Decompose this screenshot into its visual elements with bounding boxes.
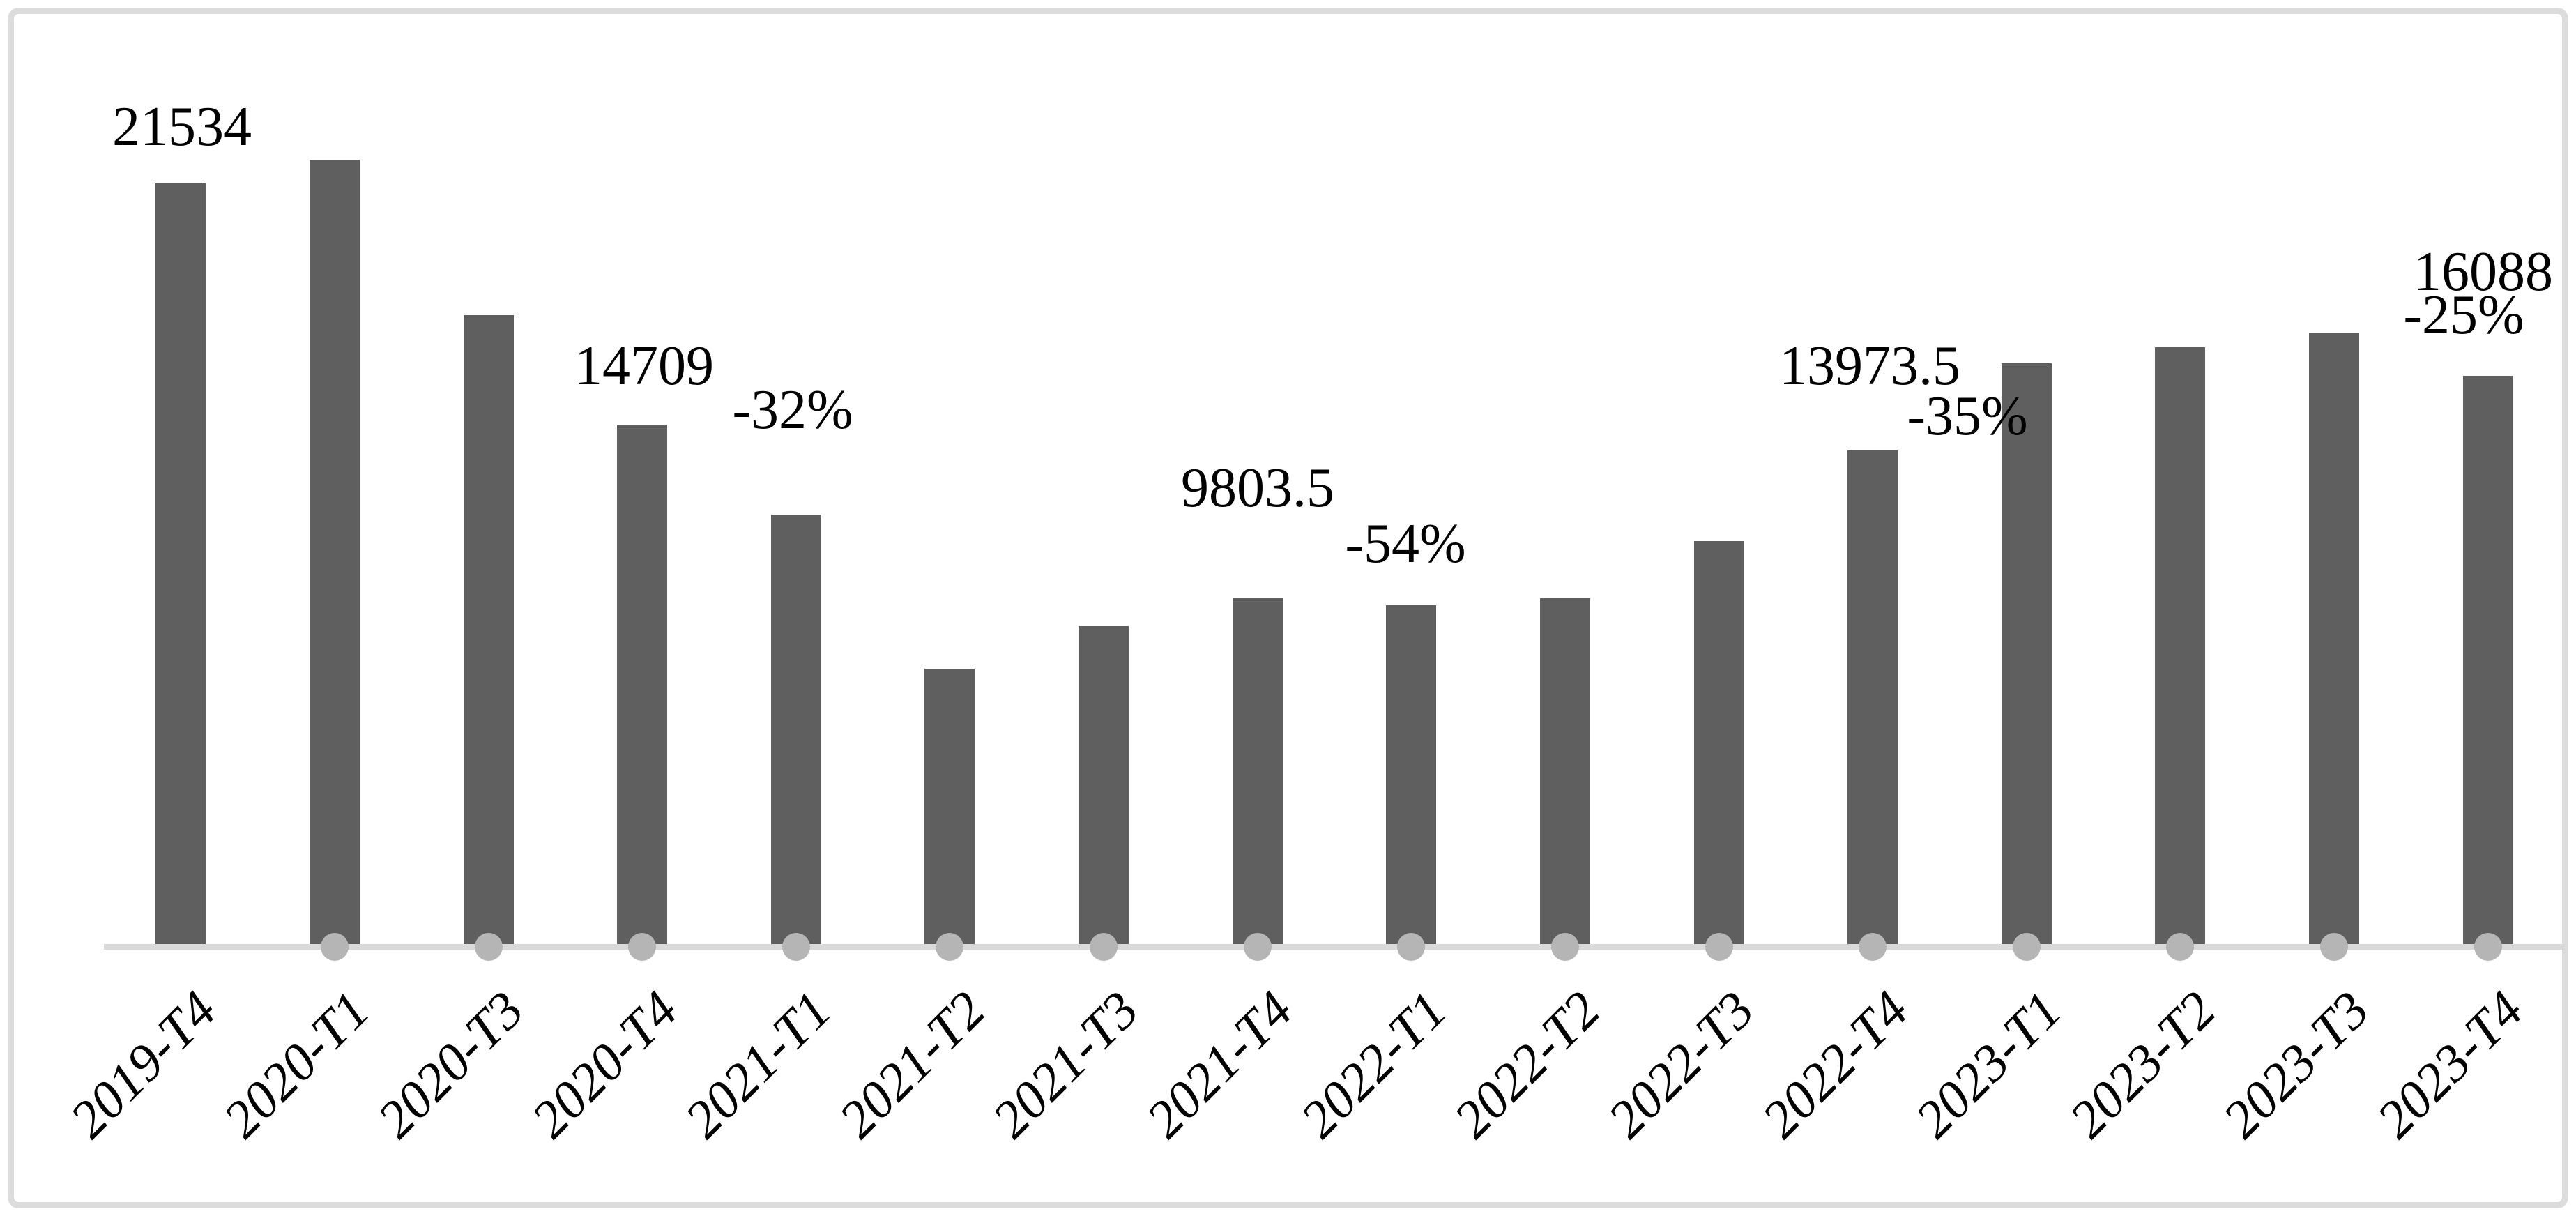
x-axis-label-2020-T4: 2020-T4 — [520, 980, 689, 1149]
bar-2023-T1 — [2001, 363, 2052, 944]
data-label--25pct: -25% — [2403, 284, 2524, 346]
data-label-21534: 21534 — [112, 96, 252, 158]
data-label-14709: 14709 — [574, 335, 714, 397]
x-axis-label-2021-T4: 2021-T4 — [1135, 980, 1304, 1149]
zero-marker-dot-2020-T1 — [320, 933, 349, 961]
plot-area: 2019-T4 2020-T1 2020-T3 2020-T4 2021-T1 2021-… — [14, 14, 2565, 1202]
x-axis-label-2023-T1: 2023-T1 — [1904, 980, 2073, 1149]
data-label--32pct: -32% — [732, 379, 853, 441]
zero-marker-dot-2023-T1 — [2012, 933, 2041, 961]
zero-marker-dot-2022-T3 — [1705, 933, 1733, 961]
bar-2022-T3 — [1693, 541, 1744, 944]
x-axis-label-2022-T2: 2022-T2 — [1442, 980, 1612, 1149]
x-axis-label-2022-T4: 2022-T4 — [1751, 980, 1919, 1149]
bar-2020-T3 — [463, 315, 514, 944]
zero-marker-dot-2023-T4 — [2474, 933, 2502, 961]
x-axis-label-2022-T1: 2022-T1 — [1289, 980, 1458, 1149]
x-axis-label-2021-T1: 2021-T1 — [673, 980, 843, 1149]
bar-2020-T1 — [309, 160, 360, 944]
x-axis-label-2023-T3: 2023-T3 — [2212, 980, 2381, 1149]
zero-marker-dot-2021-T1 — [782, 933, 810, 961]
bar-2020-T4 — [617, 424, 668, 944]
bar-2022-T1 — [1386, 605, 1437, 944]
zero-marker-dot-2020-T4 — [628, 933, 657, 961]
zero-marker-dot-2020-T3 — [474, 933, 503, 961]
data-label--35pct: -35% — [1907, 386, 2028, 447]
x-axis-label-2023-T4: 2023-T4 — [2365, 980, 2535, 1149]
zero-marker-dot-2021-T4 — [1243, 933, 1272, 961]
bar-2021-T3 — [1079, 626, 1129, 944]
x-axis-label-2020-T1: 2020-T1 — [212, 980, 381, 1149]
bar-2019-T4 — [155, 183, 206, 944]
bar-2021-T4 — [1232, 598, 1283, 944]
zero-marker-dot-2021-T2 — [936, 933, 964, 961]
bar-2023-T2 — [2155, 347, 2206, 944]
zero-marker-dot-2023-T2 — [2166, 933, 2195, 961]
x-axis-label-2021-T3: 2021-T3 — [982, 980, 1150, 1149]
zero-marker-dot-2022-T4 — [1859, 933, 1887, 961]
x-axis-label-2020-T3: 2020-T3 — [366, 980, 535, 1149]
data-label-13973.5: 13973.5 — [1779, 335, 1960, 397]
bar-2023-T3 — [2309, 333, 2360, 944]
x-axis-label-2021-T2: 2021-T2 — [828, 980, 997, 1149]
bar-2021-T1 — [770, 515, 821, 944]
x-axis-label-2023-T2: 2023-T2 — [2058, 980, 2227, 1149]
x-axis-label-2019-T4: 2019-T4 — [59, 980, 227, 1149]
bar-2021-T2 — [924, 668, 975, 944]
data-label--54pct: -54% — [1345, 513, 1466, 575]
bar-2022-T2 — [1539, 598, 1590, 944]
x-axis-label-2022-T3: 2022-T3 — [1596, 980, 1766, 1149]
zero-marker-dot-2022-T2 — [1550, 933, 1579, 961]
bar-2023-T4 — [2462, 375, 2513, 944]
chart-frame: 2019-T4 2020-T1 2020-T3 2020-T4 2021-T1 2021-… — [8, 8, 2568, 1208]
x-axis-line — [104, 944, 2565, 950]
zero-marker-dot-2022-T1 — [1397, 933, 1426, 961]
zero-marker-dot-2023-T3 — [2320, 933, 2349, 961]
data-label-9803.5: 9803.5 — [1181, 457, 1334, 519]
data-label-16088: 16088 — [2414, 241, 2553, 303]
bar-2022-T4 — [1847, 450, 1898, 944]
zero-marker-dot-2021-T3 — [1090, 933, 1118, 961]
